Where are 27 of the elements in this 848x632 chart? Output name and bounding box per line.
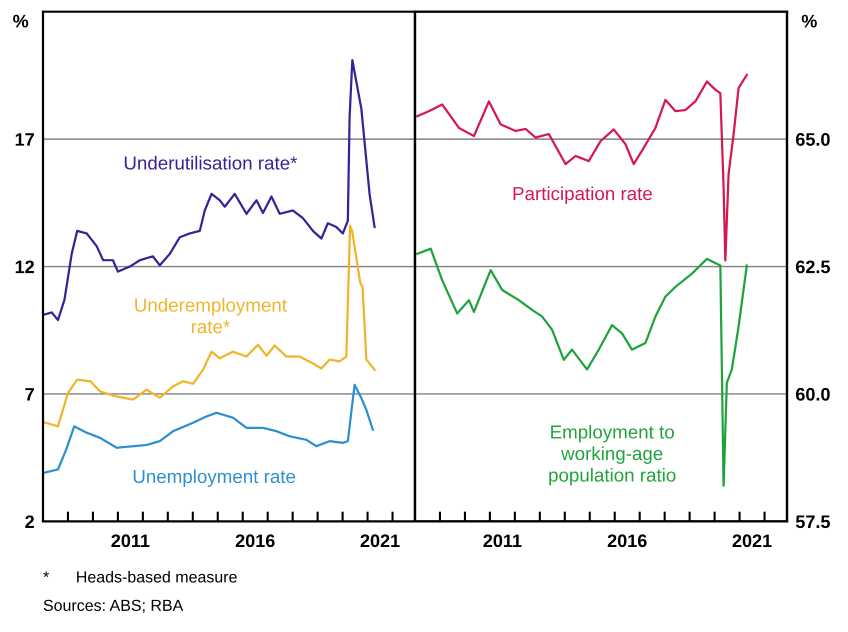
y-axis-title: % xyxy=(13,14,28,28)
source-note: Sources: ABS; RBA xyxy=(44,600,184,613)
y2-axis-title: % xyxy=(802,14,817,28)
text: * Heads-based measure xyxy=(43,570,237,583)
line-series xyxy=(416,74,748,262)
x-tick-label: 2011 xyxy=(483,534,522,548)
y2-tick-label: 65.0 xyxy=(796,133,830,146)
series-label: Unemployment rate xyxy=(134,469,296,487)
y-tick-label: 17 xyxy=(16,133,34,146)
line-series xyxy=(43,59,376,322)
line-series xyxy=(43,224,376,428)
series-label: Underemployment rate* xyxy=(135,298,287,334)
series-label: Participation rate xyxy=(514,186,652,204)
y2-tick-label: 57.5 xyxy=(796,516,830,528)
x-tick-label: 2021 xyxy=(360,534,400,548)
x-tick-label: 2016 xyxy=(236,534,275,548)
y-tick-label: 7 xyxy=(25,388,34,401)
y2-tick-label: 60.0 xyxy=(796,388,830,401)
x-tick-label: 2016 xyxy=(608,534,647,548)
line-series xyxy=(416,248,748,487)
text: Employment to working-age population ratio xyxy=(549,424,676,486)
y-tick-label: 2 xyxy=(25,515,34,528)
series-label: Underutilisation rate* xyxy=(124,156,298,170)
y2-tick-label: 62.5 xyxy=(796,260,830,274)
x-tick-label: 2021 xyxy=(732,534,772,548)
y-tick-label: 12 xyxy=(16,260,34,274)
x-tick-label: 2011 xyxy=(111,534,150,548)
